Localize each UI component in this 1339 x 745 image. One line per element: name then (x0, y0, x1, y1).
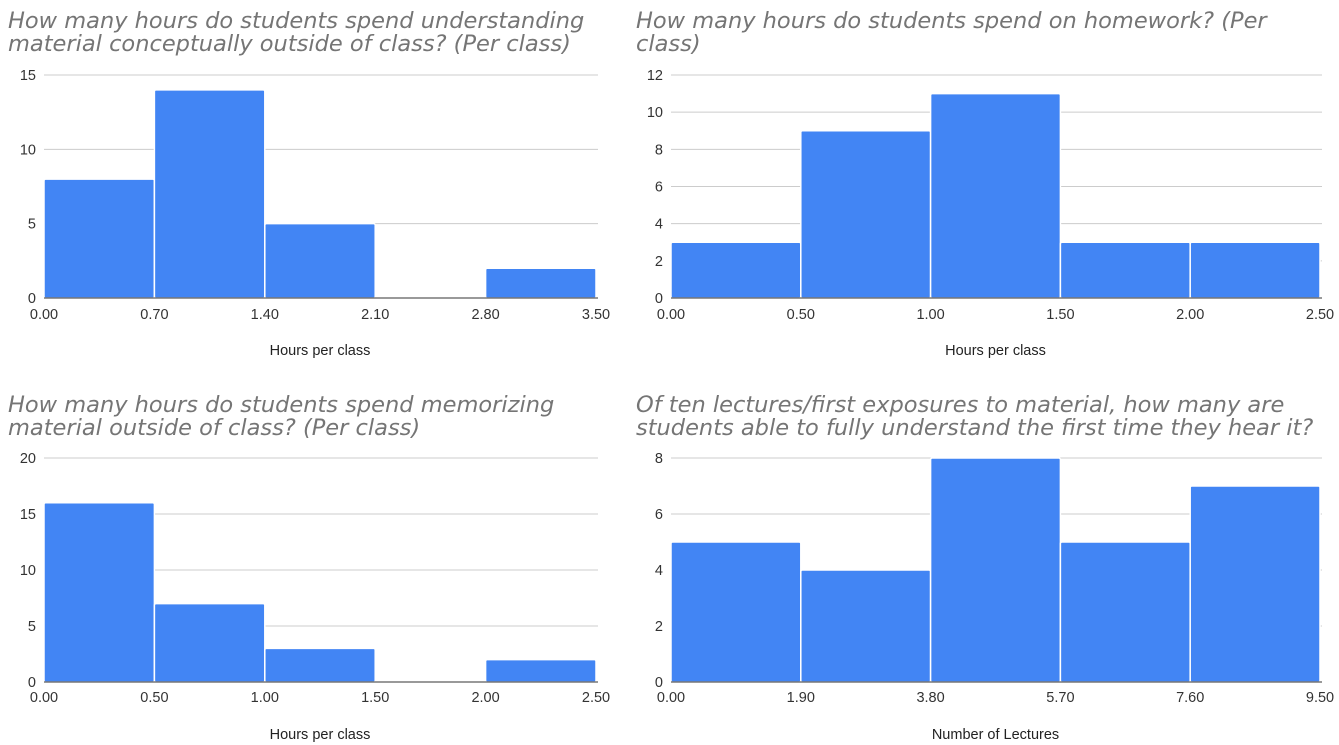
y-tick-label: 2 (655, 619, 663, 635)
x-tick-label: 7.60 (1176, 690, 1204, 706)
histogram-bar (264, 647, 376, 683)
x-tick-label: 1.90 (787, 690, 815, 706)
y-tick-label: 10 (20, 563, 36, 579)
chart-panel-1: How many hours do students spend underst… (0, 0, 660, 372)
histogram-bar (43, 178, 156, 299)
chart-title-line: material conceptually outside of class? … (8, 31, 571, 57)
y-tick-label: 6 (655, 507, 663, 523)
chart-title-line: How many hours do students spend on home… (636, 8, 1268, 34)
y-tick-label: 4 (655, 563, 663, 579)
y-tick-label: 2 (655, 254, 663, 270)
x-axis-label: Number of Lectures (932, 727, 1059, 743)
x-tick-label: 1.00 (916, 307, 944, 323)
histogram-bar (1059, 541, 1191, 683)
histogram-bar (484, 267, 597, 299)
x-tick-label: 9.50 (1306, 690, 1334, 706)
x-tick-label: 2.00 (471, 690, 499, 706)
x-tick-label: 1.50 (361, 690, 389, 706)
histogram-homework-hours: How many hours do students spend on home… (636, 8, 1334, 359)
x-tick-label: 0.70 (140, 307, 168, 323)
chart-title-line: students able to fully understand the fi… (636, 415, 1313, 441)
x-tick-label: 1.00 (251, 690, 279, 706)
x-tick-label: 0.50 (140, 690, 168, 706)
chart-panel-2: How many hours do students spend on home… (628, 0, 1339, 372)
y-tick-label: 15 (20, 68, 36, 84)
x-tick-label: 0.00 (657, 307, 685, 323)
histogram-bar (1189, 241, 1321, 299)
y-tick-label: 12 (647, 68, 663, 84)
y-tick-label: 15 (20, 507, 36, 523)
x-tick-label: 0.50 (787, 307, 815, 323)
x-tick-label: 2.10 (361, 307, 389, 323)
chart-panel-4: Of ten lectures/first exposures to mater… (628, 384, 1339, 745)
histogram-bar (43, 502, 156, 683)
y-tick-label: 5 (28, 217, 36, 233)
x-tick-label: 2.80 (471, 307, 499, 323)
x-tick-label: 3.50 (582, 307, 610, 323)
x-tick-label: 0.00 (30, 690, 58, 706)
y-tick-label: 0 (28, 675, 36, 691)
histogram-bar (1189, 485, 1321, 683)
x-axis-label: Hours per class (270, 343, 371, 359)
histogram-bar (929, 92, 1062, 299)
y-tick-label: 5 (28, 619, 36, 635)
y-tick-label: 0 (655, 291, 663, 307)
histogram-bar (670, 241, 802, 299)
y-tick-label: 8 (655, 451, 663, 467)
x-tick-label: 0.00 (30, 307, 58, 323)
x-tick-label: 5.70 (1046, 690, 1074, 706)
x-tick-label: 1.50 (1046, 307, 1074, 323)
y-tick-label: 0 (28, 291, 36, 307)
y-tick-label: 4 (655, 217, 663, 233)
histogram-bar (800, 130, 932, 299)
chart-title-line: material outside of class? (Per class) (8, 415, 420, 441)
x-tick-label: 2.50 (1306, 307, 1334, 323)
histogram-bar (800, 569, 932, 683)
histogram-bar (1059, 241, 1191, 299)
histogram-bar (670, 541, 802, 683)
x-axis-label: Hours per class (945, 343, 1046, 359)
x-axis-label: Hours per class (270, 727, 371, 743)
chart-panel-3: How many hours do students spend memoriz… (0, 384, 660, 745)
histogram-bar (484, 658, 597, 683)
x-tick-label: 2.00 (1176, 307, 1204, 323)
y-tick-label: 10 (20, 142, 36, 158)
histogram-bar (929, 457, 1062, 683)
chart-title-line: How many hours do students spend underst… (8, 8, 584, 34)
chart-title-line: class) (636, 31, 701, 57)
histogram-bar (153, 89, 266, 299)
histogram-lectures-understood: Of ten lectures/first exposures to mater… (636, 392, 1334, 743)
y-tick-label: 20 (20, 451, 36, 467)
x-tick-label: 1.40 (251, 307, 279, 323)
y-tick-label: 10 (647, 105, 663, 121)
histogram-bar (153, 602, 266, 683)
chart-title-line: How many hours do students spend memoriz… (8, 392, 554, 418)
x-tick-label: 0.00 (657, 690, 685, 706)
x-tick-label: 2.50 (582, 690, 610, 706)
y-tick-label: 8 (655, 142, 663, 158)
histogram-memorizing-hours: How many hours do students spend memoriz… (8, 392, 610, 743)
x-tick-label: 3.80 (916, 690, 944, 706)
chart-title-line: Of ten lectures/first exposures to mater… (636, 392, 1284, 418)
y-tick-label: 0 (655, 675, 663, 691)
y-tick-label: 6 (655, 180, 663, 196)
histogram-bar (264, 222, 376, 299)
histogram-conceptual-hours: How many hours do students spend underst… (8, 8, 610, 359)
